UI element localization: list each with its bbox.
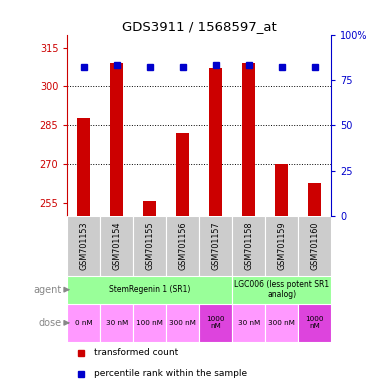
Text: GSM701157: GSM701157 bbox=[211, 222, 220, 270]
Bar bbox=[275, 164, 288, 216]
Text: dose: dose bbox=[39, 318, 62, 328]
Bar bbox=[265, 216, 298, 276]
Text: GSM701155: GSM701155 bbox=[145, 222, 154, 270]
Bar bbox=[298, 304, 331, 342]
Text: GSM701154: GSM701154 bbox=[112, 222, 121, 270]
Text: GSM701158: GSM701158 bbox=[244, 222, 253, 270]
Bar bbox=[176, 133, 189, 216]
Text: GSM701156: GSM701156 bbox=[178, 222, 187, 270]
Text: 300 nM: 300 nM bbox=[169, 320, 196, 326]
Text: GSM701160: GSM701160 bbox=[310, 222, 319, 270]
Bar bbox=[232, 276, 331, 304]
Text: 1000
nM: 1000 nM bbox=[206, 316, 225, 329]
Text: transformed count: transformed count bbox=[94, 348, 178, 357]
Bar bbox=[143, 201, 156, 216]
Bar bbox=[67, 304, 100, 342]
Bar bbox=[166, 216, 199, 276]
Title: GDS3911 / 1568597_at: GDS3911 / 1568597_at bbox=[122, 20, 276, 33]
Bar bbox=[199, 304, 232, 342]
Bar bbox=[298, 216, 331, 276]
Bar bbox=[100, 216, 133, 276]
Text: agent: agent bbox=[34, 285, 62, 295]
Text: StemRegenin 1 (SR1): StemRegenin 1 (SR1) bbox=[109, 285, 191, 294]
Bar bbox=[242, 63, 255, 216]
Bar bbox=[100, 304, 133, 342]
Bar bbox=[110, 63, 124, 216]
Bar bbox=[67, 276, 232, 304]
Bar bbox=[77, 118, 90, 216]
Bar bbox=[232, 304, 265, 342]
Text: 30 nM: 30 nM bbox=[238, 320, 260, 326]
Bar bbox=[308, 182, 321, 216]
Bar bbox=[166, 304, 199, 342]
Text: 0 nM: 0 nM bbox=[75, 320, 93, 326]
Bar bbox=[209, 68, 222, 216]
Bar bbox=[133, 216, 166, 276]
Text: LGC006 (less potent SR1
analog): LGC006 (less potent SR1 analog) bbox=[234, 280, 329, 300]
Bar bbox=[199, 216, 232, 276]
Text: GSM701153: GSM701153 bbox=[79, 222, 89, 270]
Text: 1000
nM: 1000 nM bbox=[305, 316, 324, 329]
Bar bbox=[67, 216, 100, 276]
Text: 100 nM: 100 nM bbox=[136, 320, 163, 326]
Bar bbox=[133, 304, 166, 342]
Bar bbox=[232, 216, 265, 276]
Text: GSM701159: GSM701159 bbox=[277, 222, 286, 270]
Text: 30 nM: 30 nM bbox=[106, 320, 128, 326]
Bar bbox=[265, 304, 298, 342]
Text: percentile rank within the sample: percentile rank within the sample bbox=[94, 369, 247, 378]
Text: 300 nM: 300 nM bbox=[268, 320, 295, 326]
